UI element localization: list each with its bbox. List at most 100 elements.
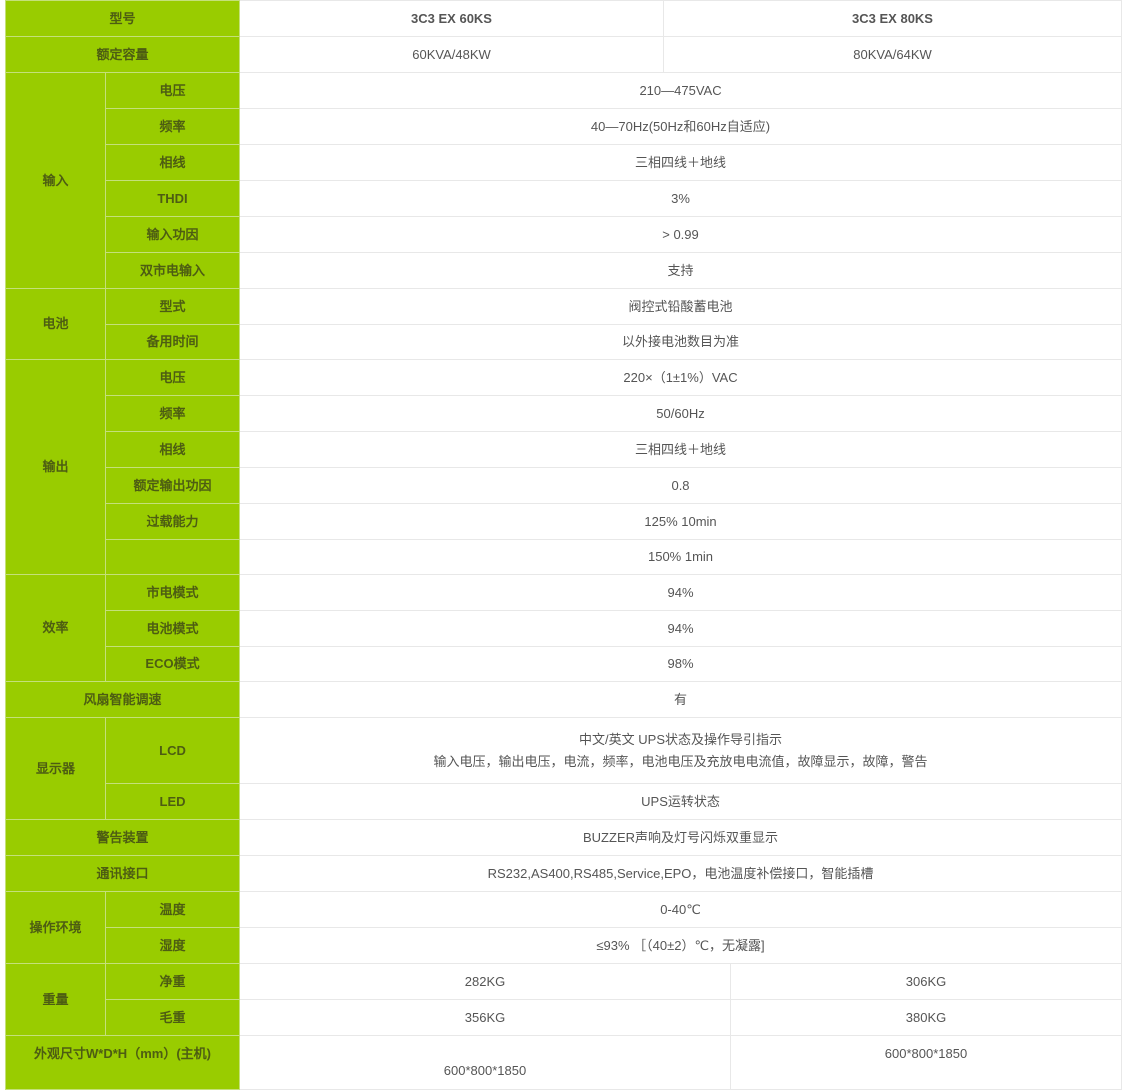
header-row: 型号 3C3 EX 60KS 3C3 EX 80KS [4, 0, 1123, 37]
row-value: 以外接电池数目为准 [239, 324, 1123, 360]
row-label: 双市电输入 [104, 252, 241, 289]
gross-weight-label: 毛重 [104, 999, 241, 1036]
dimensions-label: 外观尺寸W*D*H（mm）(主机) [4, 1035, 241, 1090]
row-label: 电池模式 [104, 610, 241, 647]
spec-table: 型号 3C3 EX 60KS 3C3 EX 80KS 额定容量 60KVA/48… [4, 0, 1123, 1090]
row-label: 型式 [104, 288, 241, 325]
lcd-line-2: 输入电压，输出电压，电流，频率，电池电压及充放电电流值，故障显示，故障，警告 [433, 753, 928, 769]
row-value: 支持 [239, 252, 1123, 289]
row-value: 210—475VAC [239, 72, 1123, 109]
gross-weight-b: 380KG [730, 999, 1123, 1036]
net-weight-b: 306KG [730, 963, 1123, 1000]
weight-gross-row: 毛重 356KG 380KG [6, 999, 1123, 1036]
alarm-row: 警告装置 BUZZER声响及灯号闪烁双重显示 [4, 819, 1123, 856]
display-led-row: LED UPS运转状态 [6, 783, 1123, 820]
table-row: 双市电输入 支持 [6, 252, 1123, 289]
row-value: > 0.99 [239, 216, 1123, 253]
display-group-label: 显示器 [5, 717, 106, 820]
table-row: THDI 3% [6, 180, 1123, 217]
weight-group-label: 重量 [5, 963, 106, 1036]
alarm-label: 警告装置 [4, 819, 241, 856]
row-value: 50/60Hz [239, 395, 1123, 432]
lcd-label: LCD [104, 717, 241, 784]
row-label: 额定输出功因 [104, 467, 241, 504]
row-value: 94% [239, 610, 1123, 647]
dimensions-a: 600*800*1850 [239, 1035, 732, 1090]
efficiency-group-label: 效率 [5, 574, 106, 682]
row-value: 125% 10min [239, 503, 1123, 540]
row-value: 0.8 [239, 467, 1123, 504]
row-value: 40—70Hz(50Hz和60Hz自适应) [239, 108, 1123, 145]
model-label: 型号 [4, 0, 241, 37]
row-label [104, 539, 241, 575]
table-row: 频率 40—70Hz(50Hz和60Hz自适应) [6, 108, 1123, 145]
display-lcd-row: 显示器 LCD 中文/英文 UPS状态及操作导引指示 输入电压，输出电压，电流，… [5, 717, 1123, 820]
table-row: 输出 电压 220×（1±1%）VAC [5, 359, 1123, 575]
table-row: 操作环境 温度 0-40℃ [5, 891, 1123, 964]
row-value: 98% [239, 646, 1123, 682]
table-row: 相线 三相四线＋地线 [6, 431, 1123, 468]
row-value: 阀控式铅酸蓄电池 [239, 288, 1123, 325]
capacity-a: 60KVA/48KW [239, 36, 665, 73]
table-row: 150% 1min [6, 539, 1123, 575]
comm-value: RS232,AS400,RS485,Service,EPO，电池温度补偿接口，智… [239, 855, 1123, 892]
capacity-row: 额定容量 60KVA/48KW 80KVA/64KW [4, 36, 1123, 73]
table-row: 频率 50/60Hz [6, 395, 1123, 432]
row-value: 三相四线＋地线 [239, 431, 1123, 468]
row-label: 电压 [104, 72, 241, 109]
row-label: 输入功因 [104, 216, 241, 253]
row-value: 三相四线＋地线 [239, 144, 1123, 181]
table-row: 备用时间 以外接电池数目为准 [6, 324, 1123, 360]
row-label: 频率 [104, 395, 241, 432]
led-value: UPS运转状态 [239, 783, 1123, 820]
table-row: 过载能力 125% 10min [6, 503, 1123, 540]
environment-group-label: 操作环境 [5, 891, 106, 964]
row-value: 220×（1±1%）VAC [239, 359, 1123, 396]
model-b: 3C3 EX 80KS [663, 0, 1123, 37]
row-label: 电压 [104, 359, 241, 396]
row-label: 市电模式 [104, 574, 241, 611]
row-label: ECO模式 [104, 646, 241, 682]
table-row: 相线 三相四线＋地线 [6, 144, 1123, 181]
table-row: 湿度 ≤93% ［（40±2）℃，无凝露] [6, 927, 1123, 964]
row-label: THDI [104, 180, 241, 217]
row-label: 备用时间 [104, 324, 241, 360]
row-label: 温度 [104, 891, 241, 928]
table-row: ECO模式 98% [6, 646, 1123, 682]
alarm-value: BUZZER声响及灯号闪烁双重显示 [239, 819, 1123, 856]
battery-group-label: 电池 [5, 288, 106, 360]
row-label: 湿度 [104, 927, 241, 964]
weight-net-row: 重量 净重 282KG 306KG [5, 963, 1123, 1036]
net-weight-a: 282KG [239, 963, 732, 1000]
row-value: ≤93% ［（40±2）℃，无凝露] [239, 927, 1123, 964]
row-label: 频率 [104, 108, 241, 145]
dimensions-b: 600*800*1850 [730, 1035, 1123, 1090]
comm-label: 通讯接口 [4, 855, 241, 892]
row-label: 相线 [104, 144, 241, 181]
net-weight-label: 净重 [104, 963, 241, 1000]
table-row: 额定输出功因 0.8 [6, 467, 1123, 504]
table-row: 输入 电压 210—475VAC [5, 72, 1123, 289]
row-value: 0-40℃ [239, 891, 1123, 928]
table-row: 电池模式 94% [6, 610, 1123, 647]
table-row: 输入功因 > 0.99 [6, 216, 1123, 253]
fan-label: 风扇智能调速 [4, 681, 241, 718]
row-label: 相线 [104, 431, 241, 468]
lcd-value: 中文/英文 UPS状态及操作导引指示 输入电压，输出电压，电流，频率，电池电压及… [239, 717, 1123, 784]
capacity-b: 80KVA/64KW [663, 36, 1123, 73]
row-label: 过载能力 [104, 503, 241, 540]
row-value: 94% [239, 574, 1123, 611]
row-value: 150% 1min [239, 539, 1123, 575]
gross-weight-a: 356KG [239, 999, 732, 1036]
row-value: 3% [239, 180, 1123, 217]
model-a: 3C3 EX 60KS [239, 0, 665, 37]
table-row: 电池 型式 阀控式铅酸蓄电池 [5, 288, 1123, 360]
led-label: LED [104, 783, 241, 820]
comm-row: 通讯接口 RS232,AS400,RS485,Service,EPO，电池温度补… [4, 855, 1123, 892]
capacity-label: 额定容量 [4, 36, 241, 73]
output-group-label: 输出 [5, 359, 106, 575]
dimensions-row: 外观尺寸W*D*H（mm）(主机) 600*800*1850 600*800*1… [4, 1035, 1123, 1090]
fan-row: 风扇智能调速 有 [4, 681, 1123, 718]
table-row: 效率 市电模式 94% [5, 574, 1123, 682]
